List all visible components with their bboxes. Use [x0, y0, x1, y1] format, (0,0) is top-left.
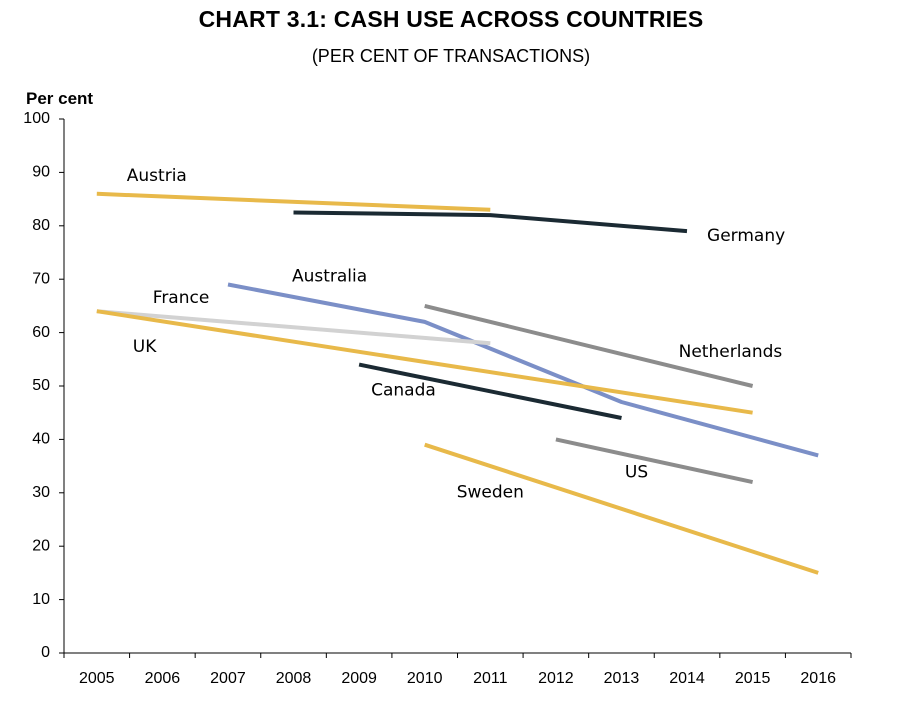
x-tick-label: 2014 [669, 670, 705, 687]
y-tick-label: 60 [32, 324, 50, 341]
y-tick-label: 90 [32, 164, 50, 181]
series-line-sweden [424, 442, 819, 575]
x-tick-label: 2013 [604, 670, 640, 687]
series-label-australia: Australia [292, 267, 367, 287]
series-labels: Austria Germany Australia France UK Netherlan… [127, 166, 785, 503]
y-axis-label: Per cent [26, 89, 94, 108]
series-label-germany: Germany [707, 226, 785, 246]
axes: 0 10 20 30 40 50 60 70 80 90 100 2005 2006 2007 2008 20… [23, 110, 852, 687]
series-line-canada [358, 362, 622, 420]
series-line-germany [293, 210, 688, 234]
series-label-sweden: Sweden [457, 483, 524, 503]
series-label-uk: UK [133, 337, 157, 357]
y-tick-label: 30 [32, 484, 50, 501]
series-line-austria [96, 191, 491, 212]
series-line-australia [227, 282, 819, 458]
series-label-canada: Canada [371, 381, 436, 401]
x-tick-label: 2009 [341, 670, 377, 687]
y-tick-label: 100 [23, 110, 50, 127]
series-label-netherlands: Netherlands [679, 342, 783, 362]
x-tick-label: 2008 [276, 670, 312, 687]
x-tick-label: 2015 [735, 670, 771, 687]
series-line-netherlands [424, 303, 754, 388]
y-tick-label: 80 [32, 217, 50, 234]
series-label-france: France [153, 288, 210, 308]
series-lines [96, 191, 819, 575]
series-label-austria: Austria [127, 166, 187, 186]
chart-subtitle: (PER CENT OF TRANSACTIONS) [311, 46, 591, 66]
x-tick-label: 2011 [473, 670, 508, 687]
series-line-uk [96, 309, 753, 415]
y-tick-label: 40 [32, 431, 50, 448]
x-tick-label: 2005 [79, 670, 115, 687]
x-tick-label: 2016 [800, 670, 836, 687]
y-tick-label: 50 [32, 377, 50, 394]
y-tick-label: 20 [32, 537, 50, 554]
series-line-france [96, 309, 491, 346]
x-tick-label: 2012 [538, 670, 574, 687]
x-tick-label: 2007 [210, 670, 246, 687]
y-tick-label: 10 [32, 591, 50, 608]
series-line-us [555, 437, 754, 485]
y-tick-label: 70 [32, 270, 50, 287]
y-tick-label: 0 [41, 644, 50, 661]
series-label-us: US [625, 462, 648, 482]
x-tick-label: 2006 [145, 670, 181, 687]
chart-title: CHART 3.1: CASH USE ACROSS COUNTRIES [198, 6, 704, 32]
x-tick-label: 2010 [407, 670, 443, 687]
